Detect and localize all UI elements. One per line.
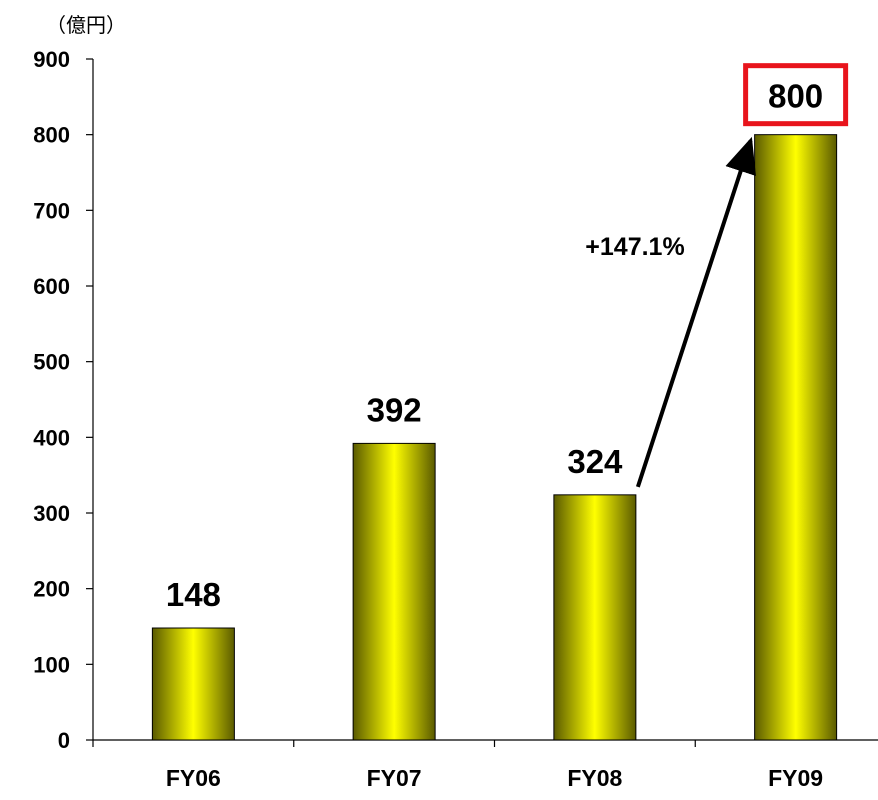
y-tick-label: 700 (33, 198, 70, 223)
x-tick-label: FY09 (768, 765, 823, 791)
bar-fy09 (754, 134, 838, 741)
data-labels: 148 392 324 800 (166, 63, 849, 613)
data-label: 148 (166, 576, 221, 613)
bar-fy08 (553, 494, 637, 741)
x-axis: FY06 FY07 FY08 FY09 (92, 739, 878, 791)
y-tick-label: 800 (33, 123, 70, 148)
y-tick-label: 100 (33, 652, 70, 677)
y-tick-label: 400 (33, 425, 70, 450)
annotations: +147.1% (585, 136, 756, 488)
y-axis: 0 100 200 300 400 500 600 700 800 900 (33, 47, 94, 753)
y-tick-label: 300 (33, 501, 70, 526)
data-label: 324 (567, 443, 623, 480)
data-label: 392 (367, 391, 422, 428)
x-tick-label: FY06 (166, 765, 221, 791)
y-tick-label: 500 (33, 350, 70, 375)
bar-fy06 (151, 627, 235, 741)
unit-label: （億円） (46, 13, 126, 37)
growth-annotation: +147.1% (585, 233, 684, 261)
x-tick-label: FY08 (567, 765, 622, 791)
y-tick-label: 900 (33, 47, 70, 72)
bar-fy07 (352, 442, 436, 741)
bars (151, 134, 838, 741)
y-tick-label: 0 (58, 728, 70, 753)
y-tick-label: 200 (33, 577, 70, 602)
highlight-box (743, 63, 849, 127)
y-tick-label: 600 (33, 274, 70, 299)
growth-arrow (635, 136, 756, 488)
x-tick-label: FY07 (367, 765, 422, 791)
data-label: 800 (768, 78, 823, 115)
